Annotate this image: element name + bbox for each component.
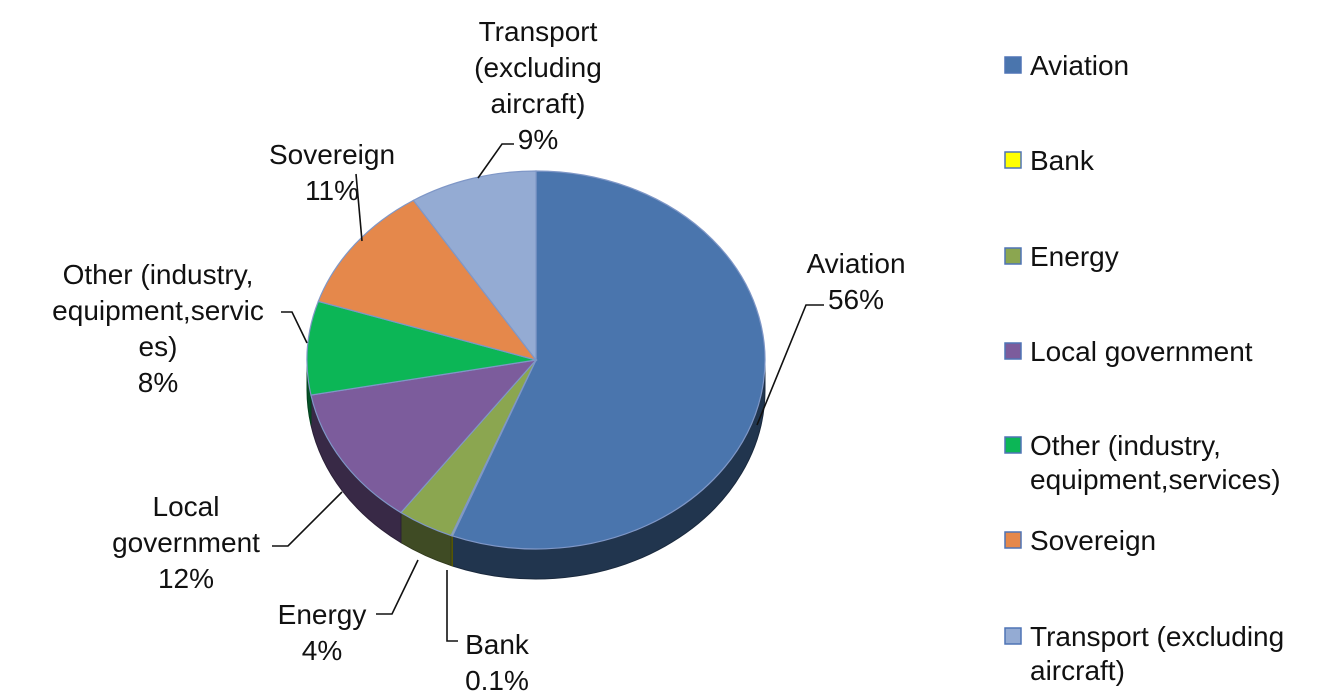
pie-slices [306,170,766,550]
pie-slice-local-government [310,359,538,514]
legend: Aviation Bank Energy Local government Other … [1004,50,1284,686]
legend-label-other-industry-equipment-services: Other (industry, equipment,services) [1030,430,1281,495]
legend-swatch-bank [1004,151,1022,169]
legend-label-energy: Energy [1030,241,1119,272]
leader-line-sovereign [355,173,363,242]
legend-label-sovereign: Sovereign [1030,525,1156,556]
slice-label-transport-excluding-aircraft: Transport (excluding aircraft) 9% [474,16,602,155]
pie-slice-aviation [451,170,766,550]
legend-swatch-sovereign [1004,531,1022,549]
pie-slice-other-industry-equipment-services [306,300,537,396]
slice-label-bank: Bank 0.1% [465,629,530,691]
leader-line-energy [376,559,419,615]
leader-line-bank [446,570,458,642]
legend-swatch-transport-excluding-aircraft [1004,627,1022,645]
leader-lines [272,143,824,642]
pie-slice-transport-excluding-aircraft [412,170,537,362]
slice-label-other-industry-equipment-services: Other (industry, equipment,servic es) 8% [52,259,264,398]
slice-label-energy: Energy 4% [278,599,367,666]
slice-label-local-government: Local government 12% [112,491,260,594]
legend-label-local-government: Local government [1030,336,1253,367]
slice-label-aviation: Aviation 56% [806,248,905,315]
leader-line-transport-excluding-aircraft [477,143,514,179]
leader-line-local-government [272,491,343,547]
slice-labels: Aviation 56% Bank 0.1% Energy 4% Local governme… [52,16,905,691]
legend-swatch-aviation [1004,56,1022,74]
legend-swatch-energy [1004,247,1022,265]
leader-line-other-industry-equipment-services [281,311,308,344]
slice-label-sovereign: Sovereign 11% [269,139,395,206]
legend-swatch-local-government [1004,342,1022,360]
pie-slice-sovereign [317,199,538,362]
legend-swatch-other-industry-equipment-services [1004,436,1022,454]
legend-label-bank: Bank [1030,145,1095,176]
leader-line-aviation [756,304,824,426]
legend-label-transport-excluding-aircraft: Transport (excluding aircraft) [1030,621,1284,686]
legend-label-aviation: Aviation [1030,50,1129,81]
